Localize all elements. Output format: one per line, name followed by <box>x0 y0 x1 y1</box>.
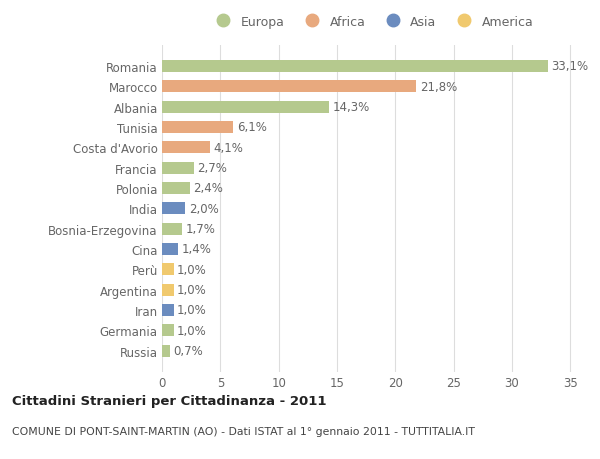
Bar <box>162 81 416 93</box>
Bar <box>162 61 548 73</box>
Text: 1,0%: 1,0% <box>177 304 207 317</box>
Text: 0,7%: 0,7% <box>173 344 203 358</box>
Bar <box>162 345 170 357</box>
Text: 2,4%: 2,4% <box>193 182 223 195</box>
Text: 33,1%: 33,1% <box>551 60 589 73</box>
Bar <box>162 325 173 337</box>
Bar <box>162 142 210 154</box>
Text: 4,1%: 4,1% <box>214 141 243 155</box>
Bar <box>162 263 173 276</box>
Text: 14,3%: 14,3% <box>332 101 370 114</box>
Legend: Europa, Africa, Asia, America: Europa, Africa, Asia, America <box>208 13 536 31</box>
Text: 6,1%: 6,1% <box>236 121 266 134</box>
Bar <box>162 101 329 113</box>
Text: 1,4%: 1,4% <box>182 243 212 256</box>
Bar <box>162 122 233 134</box>
Text: 1,7%: 1,7% <box>185 223 215 235</box>
Text: Cittadini Stranieri per Cittadinanza - 2011: Cittadini Stranieri per Cittadinanza - 2… <box>12 394 326 407</box>
Text: 21,8%: 21,8% <box>420 81 457 94</box>
Text: 2,7%: 2,7% <box>197 162 227 175</box>
Bar <box>162 284 173 296</box>
Bar <box>162 203 185 215</box>
Text: 1,0%: 1,0% <box>177 284 207 297</box>
Text: 1,0%: 1,0% <box>177 324 207 337</box>
Bar <box>162 162 193 174</box>
Bar <box>162 223 182 235</box>
Text: 1,0%: 1,0% <box>177 263 207 276</box>
Text: COMUNE DI PONT-SAINT-MARTIN (AO) - Dati ISTAT al 1° gennaio 2011 - TUTTITALIA.IT: COMUNE DI PONT-SAINT-MARTIN (AO) - Dati … <box>12 426 475 436</box>
Bar <box>162 183 190 195</box>
Text: 2,0%: 2,0% <box>189 202 218 215</box>
Bar <box>162 304 173 316</box>
Bar <box>162 243 178 256</box>
